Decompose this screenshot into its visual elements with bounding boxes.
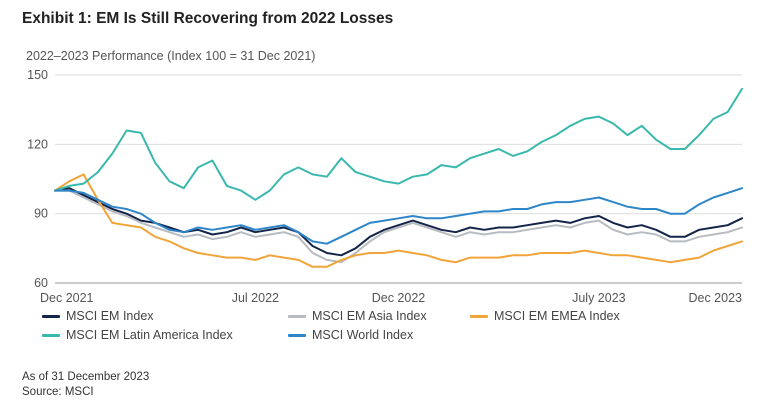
legend-label: MSCI World Index <box>312 328 414 342</box>
x-tick-label: July 2023 <box>572 291 626 305</box>
legend-item-msci-em-emea: MSCI EM EMEA Index <box>470 309 620 323</box>
legend-label: MSCI EM EMEA Index <box>494 309 620 323</box>
series-line-msci-em-asia-index <box>54 189 743 264</box>
x-tick-label: Dec 2021 <box>40 291 94 305</box>
chart-title: Exhibit 1: EM Is Still Recovering from 2… <box>22 10 394 27</box>
legend-swatch <box>288 333 306 337</box>
legend-item-msci-world: MSCI World Index <box>288 328 413 342</box>
gridlines <box>55 74 742 284</box>
series-line-msci-em-latin-america-index <box>54 87 743 201</box>
legend-swatch <box>42 333 60 337</box>
legend-item-msci-em: MSCI EM Index <box>42 309 154 323</box>
y-tick-label: 120 <box>27 137 48 151</box>
legend-label: MSCI EM Index <box>66 309 154 323</box>
line-chart: 60 90 120 150 Dec 2021 Jul 2022 Dec 2022 July … <box>27 68 743 305</box>
legend-item-msci-em-asia: MSCI EM Asia Index <box>288 309 427 323</box>
x-tick-label: Jul 2022 <box>232 291 279 305</box>
as-of-note: As of 31 December 2023 <box>22 371 150 383</box>
series-line-msci-world-index <box>54 187 743 245</box>
chart-subtitle: 2022–2023 Performance (Index 100 = 31 De… <box>26 49 316 63</box>
legend-label: MSCI EM Latin America Index <box>66 328 233 342</box>
x-tick-label: Dec 2022 <box>372 291 426 305</box>
legend-swatch <box>42 314 60 318</box>
legend-label: MSCI EM Asia Index <box>312 309 427 323</box>
x-axis-ticks: Dec 2021 Jul 2022 Dec 2022 July 2023 Dec 202… <box>40 291 742 305</box>
y-axis-ticks: 60 90 120 150 <box>27 68 48 290</box>
legend-item-msci-em-latam: MSCI EM Latin America Index <box>42 328 233 342</box>
y-tick-label: 60 <box>34 276 48 290</box>
legend-swatch <box>288 314 306 318</box>
x-tick-label: Dec 2023 <box>688 291 742 305</box>
series-line-msci-em-index <box>54 187 743 257</box>
legend-swatch <box>470 314 488 318</box>
source-note: Source: MSCI <box>22 386 94 398</box>
y-tick-label: 150 <box>27 68 48 82</box>
y-tick-label: 90 <box>34 207 48 221</box>
series-line-msci-em-emea-index <box>54 173 743 268</box>
series-lines <box>54 87 743 268</box>
